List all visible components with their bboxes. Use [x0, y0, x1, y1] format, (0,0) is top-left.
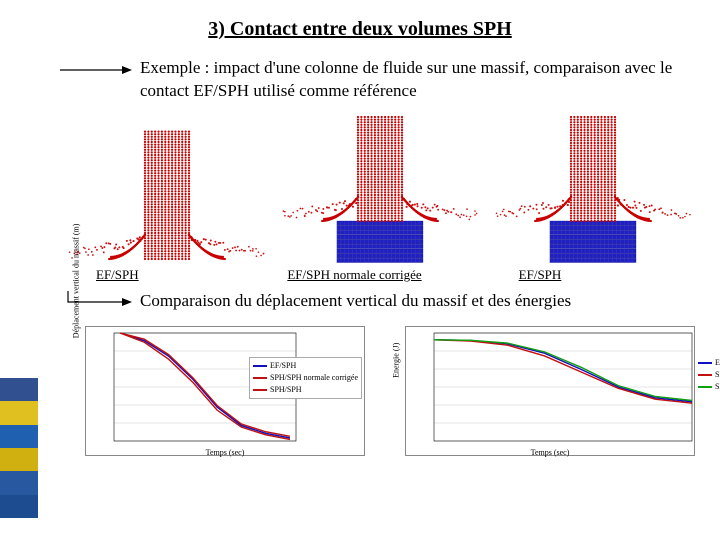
sim-panel-3 — [487, 113, 700, 263]
legend-line-icon — [698, 386, 712, 388]
displacement-chart: Déplacement vertical du massif (m) Temps… — [85, 326, 365, 456]
example-label: Exemple — [140, 58, 200, 77]
sim-label-right: EF/SPH — [469, 267, 700, 283]
energy-chart: Energie (J) Temps (sec) EF/SPHSPH/SPHSPH… — [405, 326, 695, 456]
legend-item: SPH/SPH normale corrigée — [253, 372, 358, 384]
legend-item: EF/SPH — [253, 360, 358, 372]
example-desc: : impact d'une colonne de fluide sur une… — [140, 58, 672, 100]
legend-label: EF/SPH — [715, 357, 720, 369]
legend-label: SPH/SPH — [715, 369, 720, 381]
sim-panel-1 — [60, 113, 273, 263]
legend-item: SPH/SPH normale corrigée — [698, 381, 720, 393]
legend-line-icon — [253, 365, 267, 367]
legend-item: SPH/SPH — [253, 384, 358, 396]
legend-item: EF/SPH — [698, 357, 720, 369]
sim-panel-2 — [273, 113, 486, 263]
chart-legend: EF/SPHSPH/SPHSPH/SPH normale corrigée — [698, 357, 720, 393]
legend-label: SPH/SPH normale corrigée — [270, 372, 358, 384]
legend-line-icon — [253, 377, 267, 379]
section-title: 3) Contact entre deux volumes SPH — [0, 0, 720, 51]
legend-item: SPH/SPH — [698, 369, 720, 381]
side-stripes-decoration — [0, 378, 38, 518]
legend-line-icon — [698, 374, 712, 376]
chart-right-ylabel: Energie (J) — [392, 343, 401, 378]
example-text: Exemple : impact d'une colonne de fluide… — [140, 57, 690, 103]
chart-left-ylabel: Déplacement vertical du massif (m) — [72, 223, 81, 338]
arrow-icon — [60, 57, 140, 77]
sim-label-center: EF/SPH normale corrigée — [277, 267, 468, 283]
legend-label: EF/SPH — [270, 360, 296, 372]
legend-line-icon — [253, 389, 267, 391]
comparison-row: Comparaison du déplacement vertical du m… — [60, 291, 720, 318]
simulation-row — [60, 113, 700, 263]
legend-label: SPH/SPH — [270, 384, 302, 396]
sim-labels-row: EF/SPH EF/SPH normale corrigée EF/SPH — [60, 267, 700, 283]
legend-label: SPH/SPH normale corrigée — [715, 381, 720, 393]
sim-label-left: EF/SPH — [60, 267, 277, 283]
comparison-text: Comparaison du déplacement vertical du m… — [140, 291, 571, 311]
chart-legend: EF/SPHSPH/SPH normale corrigéeSPH/SPH — [249, 357, 362, 399]
legend-line-icon — [698, 362, 712, 364]
charts-row: Déplacement vertical du massif (m) Temps… — [70, 326, 710, 456]
example-bullet: Exemple : impact d'une colonne de fluide… — [60, 57, 690, 103]
